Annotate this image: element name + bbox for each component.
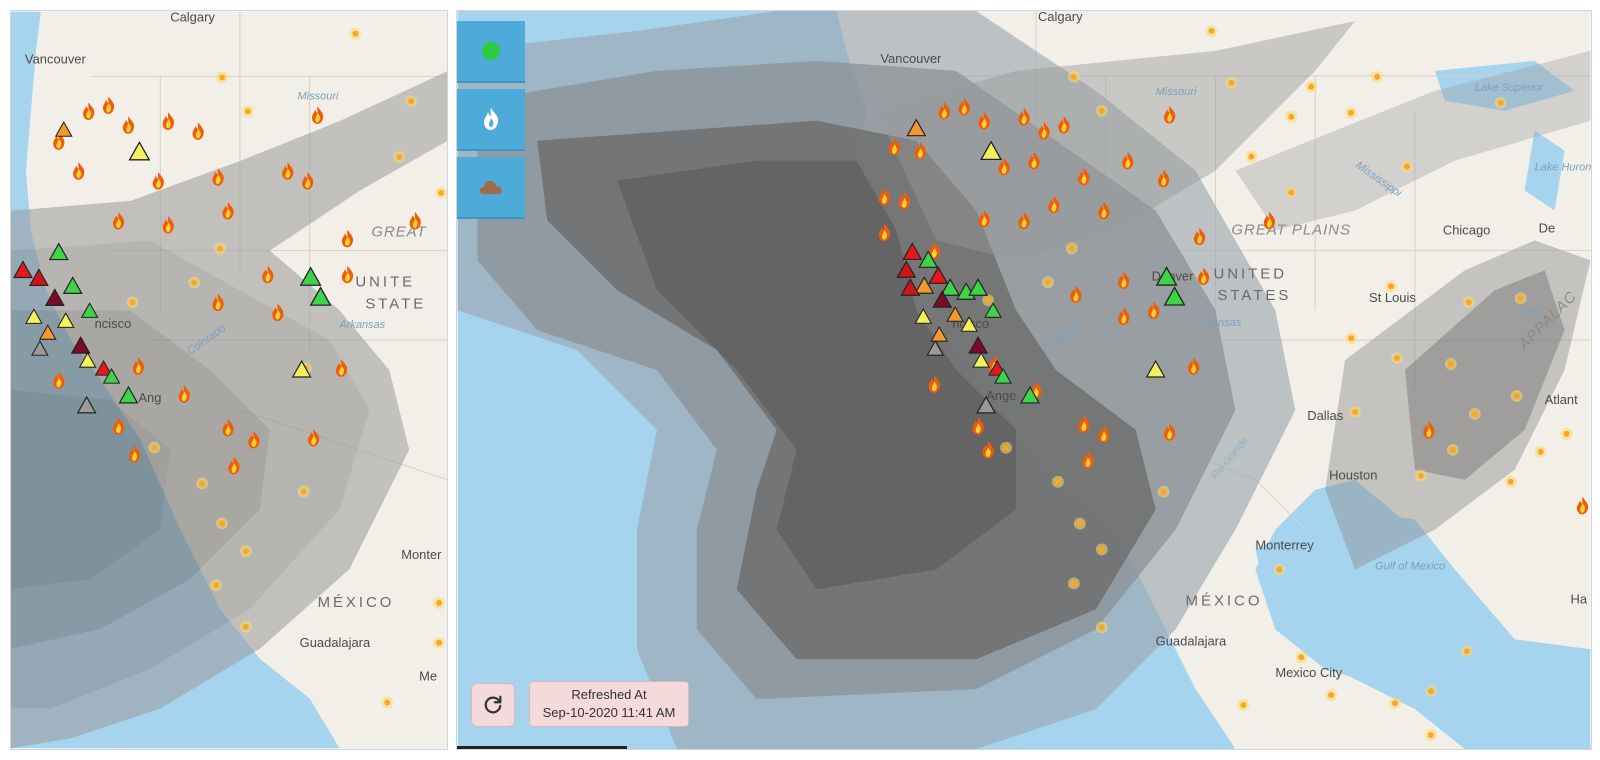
label-detroit: De <box>1539 220 1556 235</box>
label-ohio: Ohio <box>1519 307 1542 319</box>
label-st-louis: St Louis <box>1369 290 1416 305</box>
refresh-label: Refreshed At <box>571 687 647 702</box>
label-chicago: Chicago <box>1443 222 1491 237</box>
label-mexico: MÉXICO <box>318 594 395 611</box>
smoke-plumes-west <box>457 11 1296 749</box>
left-map-canvas[interactable]: Calgary Vancouver Missouri GREAT UNITE S… <box>11 11 447 749</box>
scale-bar <box>457 746 627 749</box>
label-atlanta: Atlant <box>1545 392 1579 407</box>
label-me: Me <box>419 669 437 684</box>
label-missouri: Missouri <box>298 90 339 102</box>
lake-superior <box>1434 60 1575 111</box>
label-united: UNITED <box>1213 265 1287 282</box>
refresh-icon <box>484 695 502 714</box>
label-houston: Houston <box>1329 468 1377 483</box>
label-angeles: Ang <box>138 390 161 405</box>
green-dot-icon <box>482 42 500 60</box>
label-missouri: Missouri <box>1156 86 1197 98</box>
fire-icon <box>484 108 499 130</box>
smoke-layer-toggle[interactable] <box>457 157 525 219</box>
label-dallas: Dallas <box>1307 408 1344 423</box>
aqi-layer-toggle[interactable] <box>457 21 525 83</box>
smoke-plumes <box>11 71 447 749</box>
label-mexico-city: Mexico City <box>1275 665 1342 680</box>
label-lake-huron: Lake Huron <box>1535 162 1591 174</box>
refresh-button[interactable] <box>471 683 515 727</box>
label-states: STATE <box>365 295 426 312</box>
label-states: STATES <box>1217 287 1291 304</box>
label-mexico: MÉXICO <box>1186 592 1263 609</box>
right-map-canvas[interactable]: Calgary Vancouver Missouri Lake Superior… <box>457 11 1591 749</box>
label-arkansas: Arkansas <box>338 319 385 331</box>
label-gulf: Gulf of Mexico <box>1375 560 1445 572</box>
refresh-status: Refreshed At Sep-10-2020 11:41 AM <box>529 681 689 727</box>
refresh-timestamp: Sep-10-2020 11:41 AM <box>542 705 676 720</box>
fire-layer-toggle[interactable] <box>457 89 525 151</box>
label-havana: Ha <box>1571 591 1588 606</box>
label-monterrey: Monterrey <box>1255 538 1314 553</box>
label-guadalajara: Guadalajara <box>1156 633 1227 648</box>
label-montere: Monter <box>401 547 442 562</box>
label-calgary: Calgary <box>170 11 215 25</box>
label-calgary: Calgary <box>1038 11 1083 24</box>
right-map-panel[interactable]: Calgary Vancouver Missouri Lake Superior… <box>456 10 1592 750</box>
label-lake-superior: Lake Superior <box>1475 82 1545 94</box>
label-guadalajara: Guadalajara <box>300 635 371 650</box>
left-map-panel[interactable]: Calgary Vancouver Missouri GREAT UNITE S… <box>10 10 448 750</box>
label-great-plains: GREAT PLAINS <box>1231 221 1351 238</box>
label-arkansas: Arkansas <box>1195 317 1242 329</box>
label-vancouver: Vancouver <box>880 51 942 66</box>
label-vancouver: Vancouver <box>25 51 87 66</box>
label-united: UNITE <box>355 273 415 290</box>
label-francisco: ncisco <box>95 316 132 331</box>
gulf-water <box>1255 509 1495 690</box>
lake-michigan <box>1524 130 1565 211</box>
cloud-icon <box>479 181 502 194</box>
label-angeles: Ange <box>986 388 1016 403</box>
